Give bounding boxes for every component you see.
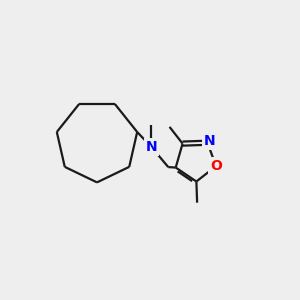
Text: N: N	[204, 134, 216, 148]
Text: O: O	[210, 159, 222, 173]
Text: N: N	[146, 140, 157, 154]
